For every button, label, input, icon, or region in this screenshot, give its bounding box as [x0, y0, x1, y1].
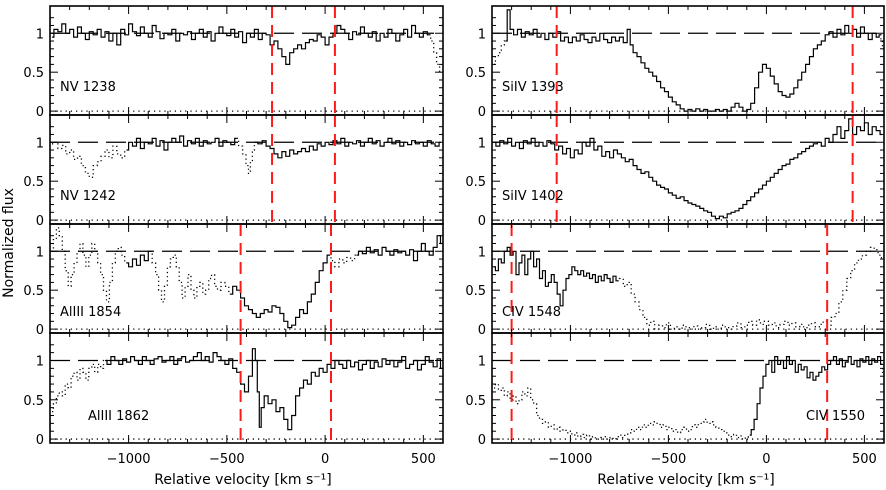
x-axis-title-left: Relative velocity [km s⁻¹]: [154, 472, 332, 488]
flux-series-solid-1: [505, 9, 881, 112]
plot-area-aliii-1862: [50, 333, 443, 443]
y-tick-label: 0.5: [465, 394, 486, 409]
panel-civ-1550: 0 0.5 1 −1000 −500 0 500 CIV 1550: [465, 332, 885, 467]
flux-series-dotted-2: [150, 250, 231, 303]
y-tick-label: 0.5: [23, 394, 44, 409]
y-tick-label: 1: [478, 245, 486, 260]
plot-area-nv-1242: [50, 115, 443, 224]
plot-area-nv-1238: [50, 6, 443, 115]
flux-series-dotted-0: [52, 141, 127, 178]
panel-frame: [49, 114, 444, 225]
y-tick-label: 0.5: [23, 175, 44, 190]
y-tick-label: 0.5: [23, 284, 44, 299]
x-tick-label: 500: [852, 452, 877, 467]
y-tick-label: 0: [36, 323, 44, 338]
y-tick-label: 1: [36, 27, 44, 42]
flux-series-dotted-2: [236, 137, 256, 175]
y-axis-title: Normalized flux: [1, 188, 17, 298]
panel-nv-1242: 0 0.5 1 NV 1242: [23, 114, 444, 229]
line-label-nv-1238: NV 1238: [60, 80, 116, 95]
flux-series-solid-1: [126, 135, 237, 151]
flux-series-dotted-4: [329, 254, 357, 268]
line-label-aliii-1862: AlIII 1862: [88, 409, 149, 424]
x-tick-label: −500: [209, 452, 245, 467]
x-axis-title-right: Relative velocity [km s⁻¹]: [597, 472, 775, 488]
y-tick-label: 1: [36, 355, 44, 370]
line-label-civ-1550: CIV 1550: [806, 409, 865, 424]
flux-series-solid-0: [494, 246, 618, 307]
y-tick-label: 0.5: [465, 66, 486, 81]
flux-series-solid-0: [494, 118, 882, 220]
plot-area-civ-1548: [492, 224, 884, 333]
panel-frame: [491, 114, 885, 225]
y-tick-label: 0: [36, 433, 44, 448]
flux-series-dotted-0: [494, 383, 750, 440]
y-tick-label: 0: [478, 105, 486, 120]
panel-aliii-1862: 0 0.5 1 −1000 −500 0 500 AlIII 1862: [23, 332, 444, 467]
y-tick-label: 0.5: [465, 284, 486, 299]
x-tick-label: 500: [411, 452, 436, 467]
line-label-nv-1242: NV 1242: [60, 189, 116, 204]
x-tick-label: −500: [651, 452, 687, 467]
plot-area-aliii-1854: [50, 224, 443, 333]
plot-area-siiv-1393: [492, 6, 884, 115]
x-tick-label: −1000: [107, 452, 151, 467]
y-tick-label: 1: [478, 136, 486, 151]
y-tick-label: 0: [36, 105, 44, 120]
line-label-civ-1548: CIV 1548: [502, 305, 561, 320]
flux-series-dotted-0: [52, 227, 127, 303]
flux-series-solid-3: [230, 254, 329, 329]
flux-series-solid-1: [749, 356, 882, 436]
plot-area-siiv-1402: [492, 115, 884, 224]
x-tick-label: 0: [762, 452, 770, 467]
panel-siiv-1393: 0 0.5 1 SiIV 1393: [465, 5, 885, 120]
y-tick-label: 1: [478, 355, 486, 370]
flux-series-dotted-2: [880, 34, 884, 50]
panel-aliii-1854: 0 0.5 1 AlIII 1854: [23, 223, 444, 338]
line-label-siiv-1393: SiIV 1393: [502, 80, 564, 95]
flux-series-dotted-1: [429, 34, 441, 73]
panel-siiv-1402: 0 0.5 1 SiIV 1402: [465, 114, 885, 229]
x-tick-label: −1000: [548, 452, 592, 467]
flux-series-dotted-1: [617, 246, 883, 330]
panel-nv-1238: 0 0.5 1 NV 1238: [23, 5, 444, 120]
y-tick-label: 0.5: [23, 66, 44, 81]
y-tick-label: 0: [478, 433, 486, 448]
panel-frame: [491, 5, 885, 116]
plot-area-civ-1550: [492, 333, 884, 443]
y-tick-label: 0.5: [465, 175, 486, 190]
flux-series-solid-5: [356, 235, 442, 262]
flux-series-dotted-0: [52, 359, 105, 413]
flux-series-solid-1: [126, 250, 151, 268]
x-tick-label: 0: [321, 452, 329, 467]
y-tick-label: 1: [36, 136, 44, 151]
panel-civ-1548: 0 0.5 1 CIV 1548: [465, 223, 885, 338]
y-tick-label: 0: [478, 214, 486, 229]
line-label-siiv-1402: SiIV 1402: [502, 189, 564, 204]
y-tick-label: 0: [478, 323, 486, 338]
y-tick-label: 1: [36, 245, 44, 260]
flux-series-solid-1: [105, 348, 442, 431]
y-tick-label: 1: [478, 27, 486, 42]
flux-series-dotted-0: [494, 40, 506, 66]
panel-frame: [49, 5, 444, 116]
panel-frame: [49, 332, 444, 444]
y-tick-label: 0: [36, 214, 44, 229]
line-label-aliii-1854: AlIII 1854: [60, 305, 121, 320]
flux-series-solid-0: [52, 23, 430, 65]
flux-series-solid-3: [255, 137, 441, 159]
